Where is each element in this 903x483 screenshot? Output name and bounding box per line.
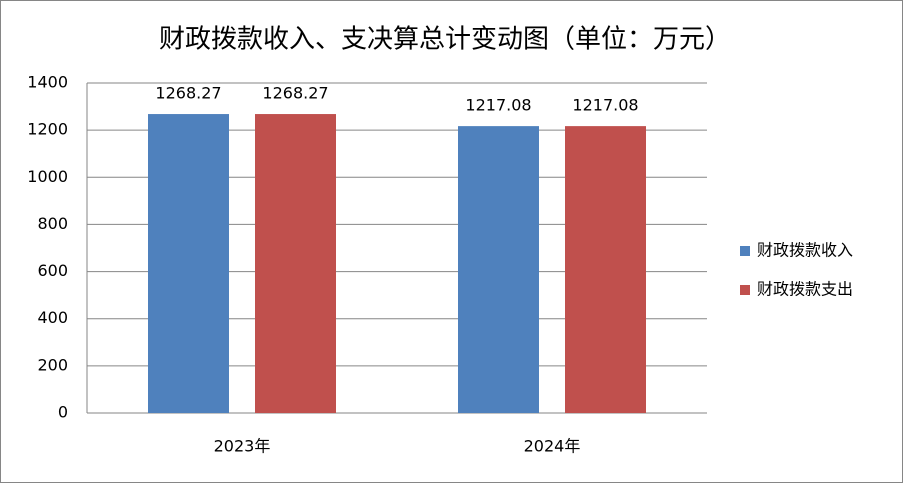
y-tick-label: 600 xyxy=(37,261,68,280)
legend-swatch xyxy=(740,285,750,295)
y-tick-label: 1400 xyxy=(27,73,68,92)
y-tick-label: 0 xyxy=(58,403,68,422)
legend-label: 财政拨款收入 xyxy=(757,241,853,260)
value-label: 1268.27 xyxy=(262,84,328,103)
legend-label: 财政拨款支出 xyxy=(757,280,853,299)
bar xyxy=(565,126,646,414)
value-label: 1217.08 xyxy=(465,96,531,115)
y-tick-label: 200 xyxy=(37,355,68,374)
y-tick-label: 1000 xyxy=(27,167,68,186)
y-tick-label: 800 xyxy=(37,214,68,233)
x-tick-label: 2023年 xyxy=(214,437,271,456)
value-label: 1217.08 xyxy=(572,96,638,115)
value-label: 1268.27 xyxy=(155,84,221,103)
bar xyxy=(148,114,229,413)
y-tick-label: 400 xyxy=(37,308,68,327)
bar xyxy=(458,126,539,414)
legend-swatch xyxy=(740,246,750,256)
x-tick-label: 2024年 xyxy=(524,437,581,456)
bar xyxy=(255,114,336,413)
chart-title: 财政拨款收入、支决算总计变动图（单位：万元） xyxy=(159,25,731,55)
y-tick-label: 1200 xyxy=(27,120,68,139)
